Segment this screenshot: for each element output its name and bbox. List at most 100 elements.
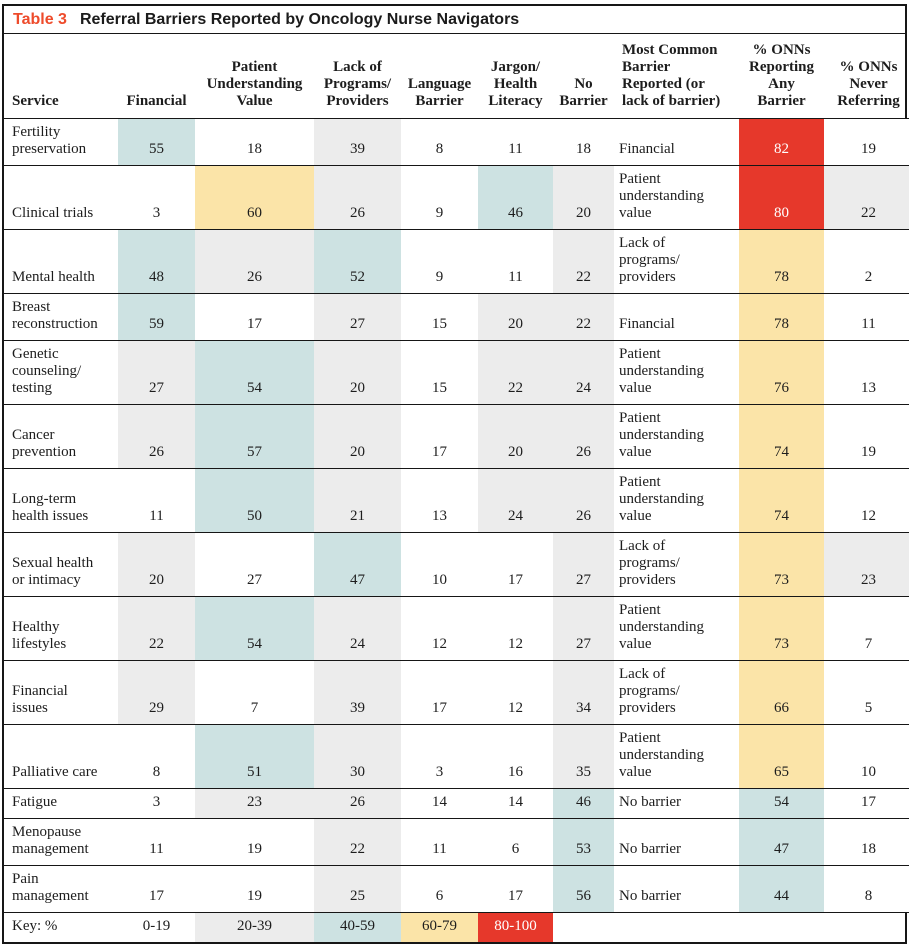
value-cell: 54 [195,340,314,405]
col-header-financial: Financial [126,93,187,109]
value-cell: 59 [118,293,195,341]
value-cell: 27 [118,340,195,405]
value-cell: 11 [478,118,553,166]
value-cell: 46 [478,165,553,230]
value-cell: 8 [118,724,195,789]
value-cell: 17 [401,660,478,725]
value-cell: 23 [195,788,314,819]
value-cell: 17 [118,865,195,913]
any-barrier-pct-cell: 78 [739,229,824,294]
table-row: Fatigue 3 23 26 14 14 46 No barrier 54 17 [4,788,909,819]
table-row: Clinical trials 3 60 26 9 46 20 Patient underst… [4,165,909,230]
any-barrier-pct-cell: 78 [739,293,824,341]
key-row: Key: % 0-19 20-39 40-59 60-79 80-100 [4,912,909,943]
value-cell: 22 [553,293,614,341]
service-name-cell: Menopause management [12,824,89,857]
most-common-barrier-cell: Lack of programs/ providers [619,235,680,285]
value-cell: 20 [314,340,401,405]
any-barrier-pct-cell: 66 [739,660,824,725]
value-cell: 21 [314,468,401,533]
col-header-language-barrier: Language Barrier [407,76,472,109]
table-body: Fertility preservation 55 18 39 8 11 18 Financi… [4,118,909,913]
value-cell: 51 [195,724,314,789]
key-empty-cell [553,913,909,943]
col-header-lack-of-programs-providers: Lack of Programs/ Providers [323,59,392,109]
value-cell: 11 [478,229,553,294]
service-name-cell: Fertility preservation [12,124,87,157]
value-cell: 27 [195,532,314,597]
value-cell: 26 [553,468,614,533]
value-cell: 6 [478,818,553,866]
value-cell: 18 [195,118,314,166]
value-cell: 16 [478,724,553,789]
value-cell: 3 [401,724,478,789]
any-barrier-pct-cell: 82 [739,118,824,166]
value-cell: 29 [118,660,195,725]
value-cell: 48 [118,229,195,294]
any-barrier-pct-cell: 54 [739,788,824,819]
value-cell: 14 [401,788,478,819]
value-cell: 26 [195,229,314,294]
most-common-barrier-cell: Patient understanding value [619,474,704,524]
any-barrier-pct-cell: 73 [739,532,824,597]
table-row: Sexual health or intimacy 20 27 47 10 17 27 Lac… [4,532,909,597]
value-cell: 17 [478,865,553,913]
key-label: Key: % [12,918,58,934]
col-header-most-common-barrier: Most Common Barrier Reported (or lack of… [622,42,721,109]
value-cell: 8 [401,118,478,166]
never-referring-pct-cell: 19 [824,118,909,166]
table-row: Palliative care 8 51 30 3 16 35 Patient underst… [4,724,909,789]
key-range-cell: 20-39 [195,912,314,942]
value-cell: 17 [401,404,478,469]
never-referring-pct-cell: 17 [824,788,909,819]
value-cell: 19 [195,865,314,913]
key-range-cell: 60-79 [401,912,478,942]
value-cell: 24 [314,596,401,661]
key-range-cell: 0-19 [118,912,195,942]
service-name-cell: Breast reconstruction [12,299,98,332]
value-cell: 20 [478,293,553,341]
never-referring-pct-cell: 5 [824,660,909,725]
value-cell: 11 [118,468,195,533]
table-row: Breast reconstruction 59 17 27 15 20 22 Financi… [4,293,909,341]
table-row: Genetic counseling/ testing 27 54 20 15 22 24 P… [4,340,909,405]
service-name-cell: Healthy lifestyles [12,619,67,652]
any-barrier-pct-cell: 73 [739,596,824,661]
value-cell: 26 [314,788,401,819]
value-cell: 26 [314,165,401,230]
value-cell: 11 [118,818,195,866]
col-header-no-barrier: No Barrier [559,76,608,109]
col-header-onns-reporting-any-barrier: % ONNs Reporting Any Barrier [749,42,814,109]
value-cell: 24 [553,340,614,405]
never-referring-pct-cell: 22 [824,165,909,230]
table-row: Long-term health issues 11 50 21 13 24 26 Patie… [4,468,909,533]
any-barrier-pct-cell: 44 [739,865,824,913]
any-barrier-pct-cell: 65 [739,724,824,789]
any-barrier-pct-cell: 74 [739,404,824,469]
service-name-cell: Sexual health or intimacy [12,555,94,588]
value-cell: 7 [195,660,314,725]
barriers-data-table: Service Financial Patient Understanding Va… [4,34,909,942]
col-header-jargon-health-literacy: Jargon/ Health Literacy [488,59,543,109]
value-cell: 3 [118,788,195,819]
value-cell: 54 [195,596,314,661]
value-cell: 17 [478,532,553,597]
table-row: Menopause management 11 19 22 11 6 53 No barrie… [4,818,909,866]
service-name-cell: Financial issues [12,683,68,716]
service-name-cell: Palliative care [12,764,98,780]
value-cell: 60 [195,165,314,230]
most-common-barrier-cell: No barrier [619,794,682,810]
header-row: Service Financial Patient Understanding Va… [4,34,909,119]
table-row: Financial issues 29 7 39 17 12 34 Lack of progr… [4,660,909,725]
key-range-cell: 40-59 [314,912,401,942]
value-cell: 15 [401,293,478,341]
never-referring-pct-cell: 7 [824,596,909,661]
value-cell: 13 [401,468,478,533]
most-common-barrier-cell: Patient understanding value [619,410,704,460]
value-cell: 12 [478,660,553,725]
most-common-barrier-cell: Financial [619,316,675,332]
service-name-cell: Mental health [12,269,95,285]
value-cell: 6 [401,865,478,913]
value-cell: 10 [401,532,478,597]
value-cell: 11 [401,818,478,866]
